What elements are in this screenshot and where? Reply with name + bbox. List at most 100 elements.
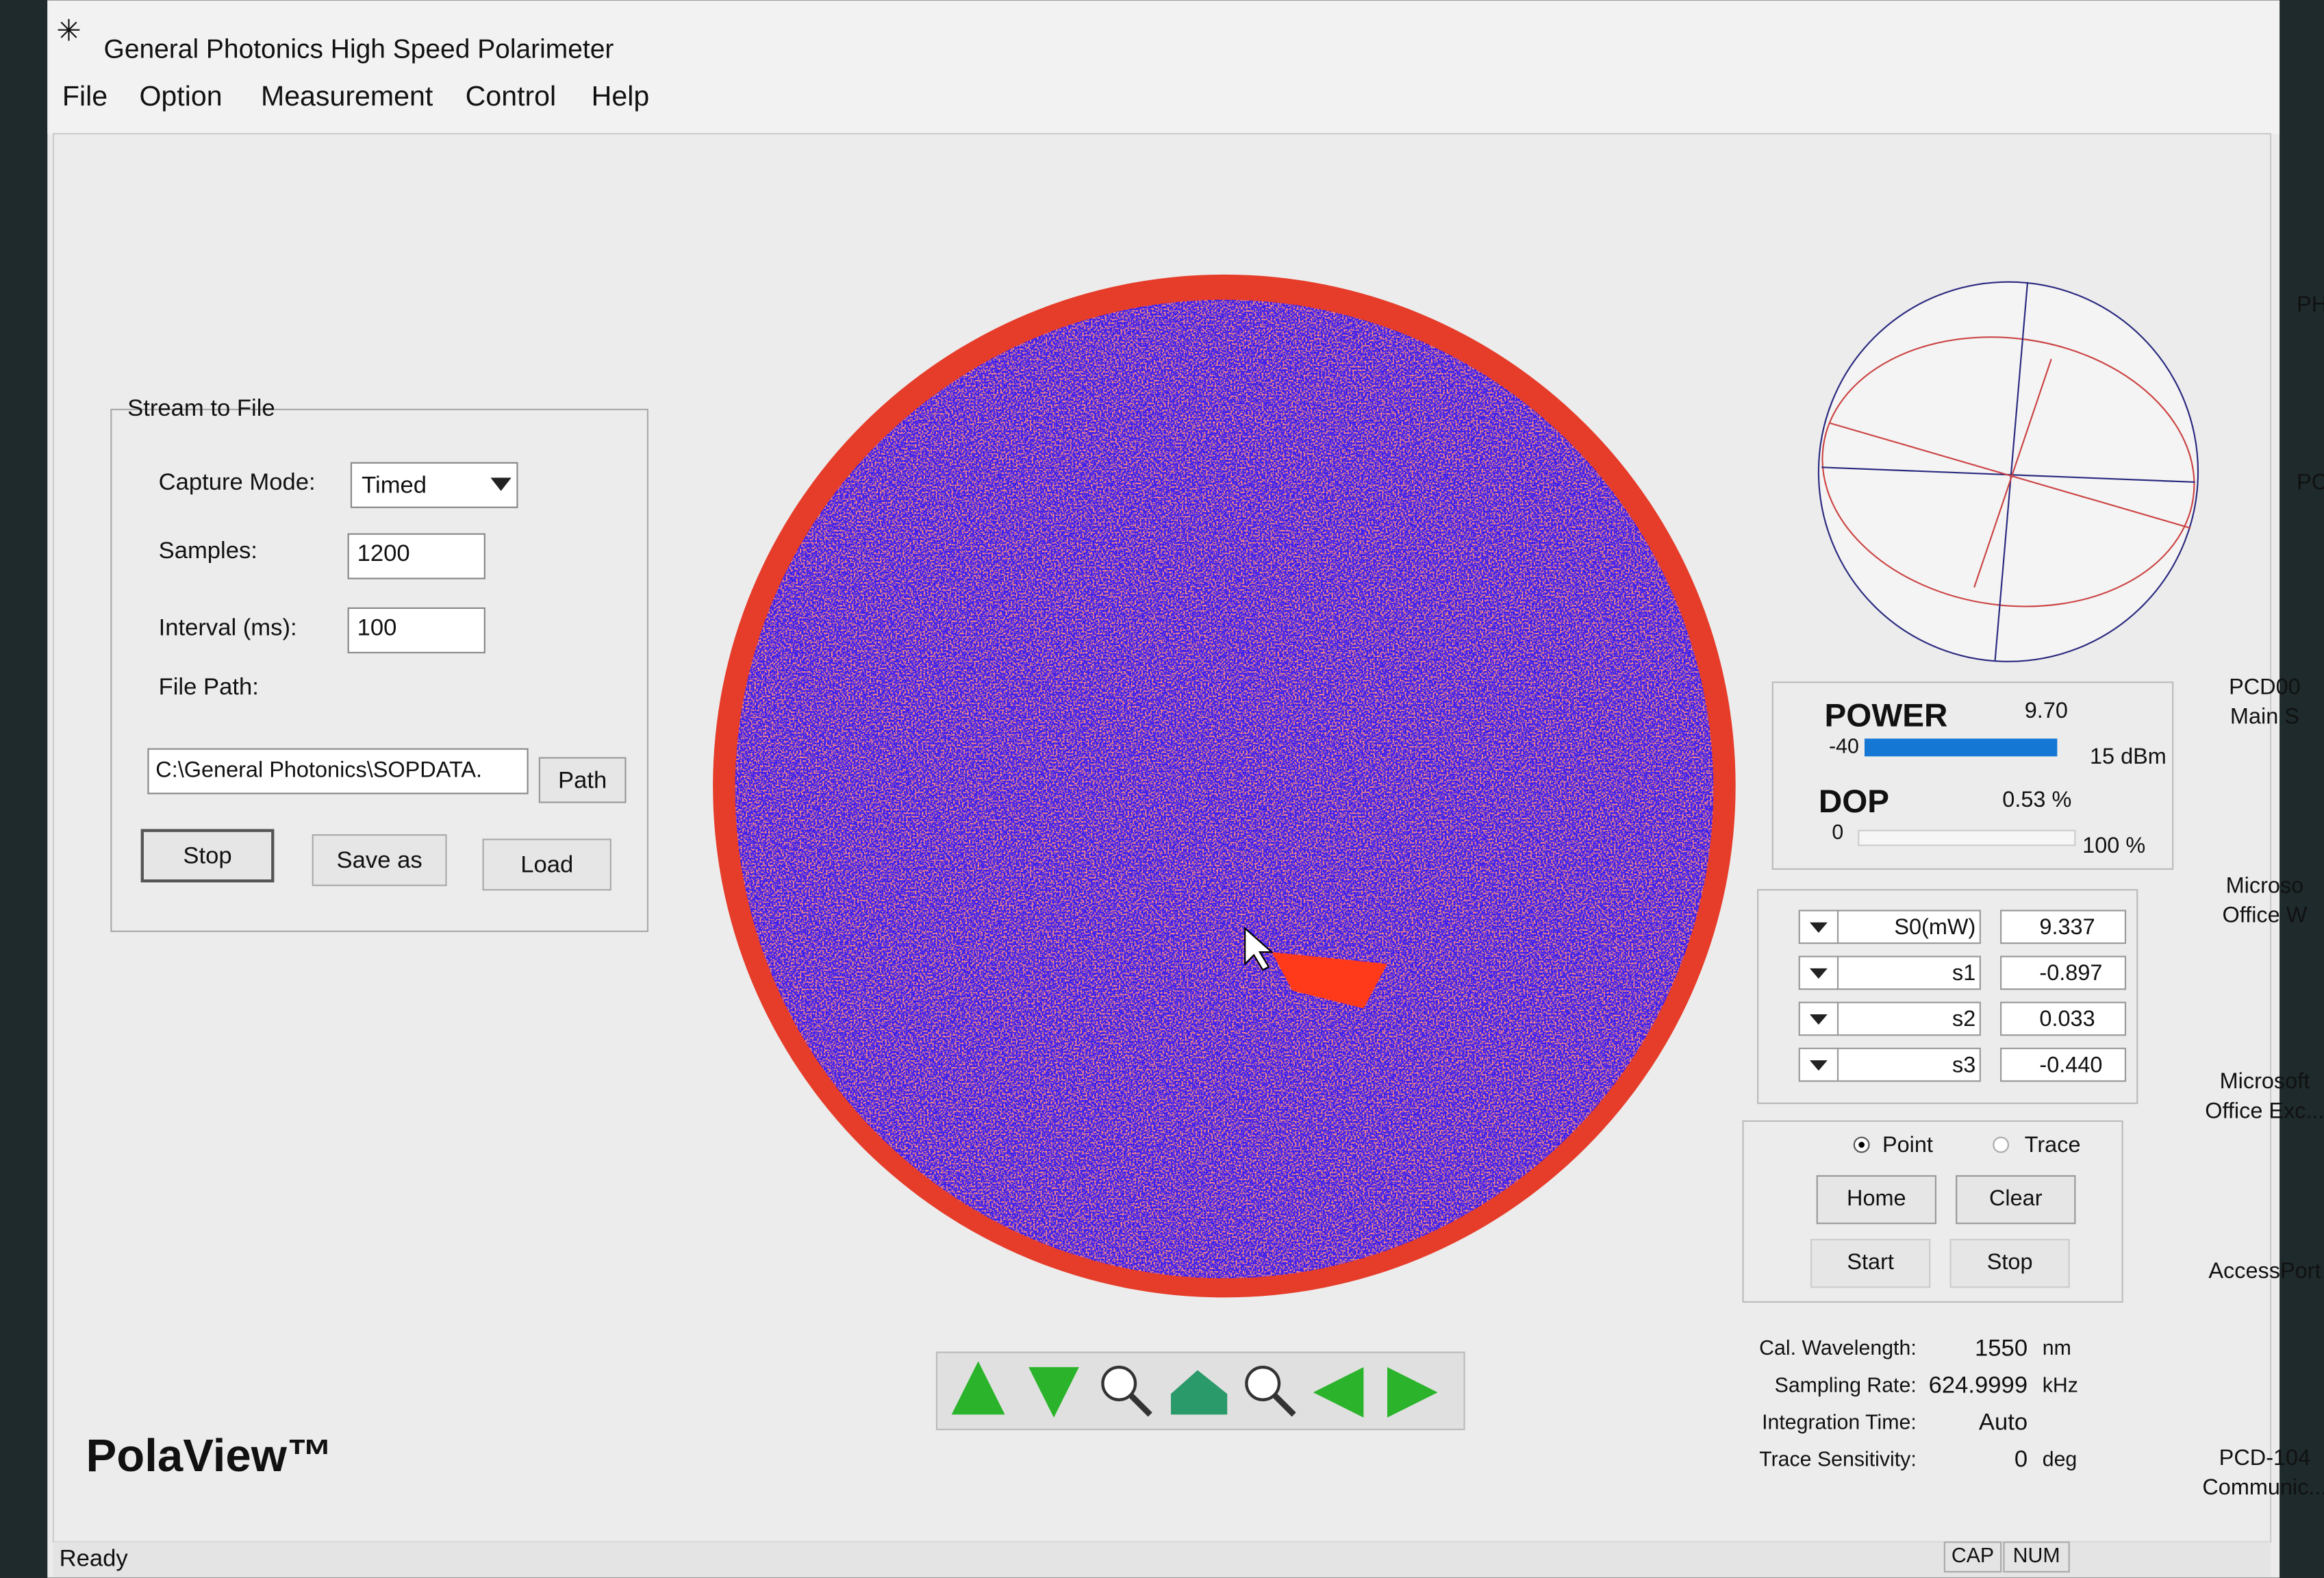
field-value[interactable]: C:\General Photonics\SOPDATA. (155, 757, 482, 782)
file-path-box[interactable] (147, 748, 529, 794)
radio-label[interactable]: Point (1882, 1132, 1933, 1157)
dropdown-arrow (1809, 922, 1828, 933)
power-label: POWER (1825, 698, 1948, 734)
button-label[interactable]: Stop (1987, 1249, 2033, 1274)
button-label[interactable]: Start (1847, 1249, 1894, 1274)
dropdown-arrow (490, 477, 511, 491)
load-button[interactable] (482, 838, 611, 891)
home-button[interactable] (1816, 1175, 1936, 1225)
desktop-icon-label[interactable]: AccessPort (2208, 1258, 2321, 1283)
interval-box[interactable] (347, 607, 485, 653)
mini-axis (1828, 422, 2191, 529)
stokes-name-box (1836, 1047, 1981, 1082)
down-button[interactable] (1028, 1367, 1079, 1418)
stokes-value: -0.897 (2039, 960, 2102, 985)
desktop-icon-label[interactable]: Office Exc... (2205, 1098, 2324, 1123)
zoom-out-handle (1272, 1393, 1296, 1417)
stokes-name-box (1836, 910, 1981, 944)
status-bar (53, 1542, 2271, 1578)
zoom-out[interactable] (1245, 1366, 1281, 1401)
desktop-icon-label[interactable]: PC (2297, 470, 2324, 494)
button-label[interactable]: Save as (337, 847, 422, 873)
trace-radio[interactable] (1993, 1136, 2010, 1153)
desktop-icon-label[interactable]: PH (2297, 292, 2324, 316)
stop-button[interactable] (140, 829, 275, 883)
power-group (1771, 681, 2174, 870)
app-icon: ✳ (56, 15, 81, 48)
title-bar (47, 0, 2280, 134)
button-label[interactable]: Home (1847, 1186, 1906, 1210)
field-value[interactable]: 1200 (357, 540, 410, 566)
status-indicator: CAP (1952, 1544, 1994, 1567)
info-value: 1550 (1975, 1335, 2028, 1361)
stokes-label: s1 (1952, 960, 1975, 985)
samples-box[interactable] (347, 533, 485, 579)
path-button[interactable] (538, 757, 627, 803)
button-label[interactable]: Stop (183, 843, 231, 869)
stokes-name-box (1836, 955, 1981, 990)
info-unit: deg (2043, 1449, 2077, 1471)
dropdown-arrow (1809, 1060, 1828, 1071)
mode-group (1742, 1120, 2123, 1303)
menu-item[interactable]: Control (466, 80, 557, 112)
up-button[interactable] (951, 1361, 1005, 1415)
power-value: 9.70 (2025, 698, 2068, 723)
right-button[interactable] (1387, 1367, 1438, 1418)
field-label: Capture Mode: (159, 469, 316, 495)
clear-button[interactable] (1956, 1175, 2076, 1225)
desktop-icon-label[interactable]: Microsoft (2220, 1068, 2310, 1093)
mini-axis (1973, 358, 2052, 588)
button-label[interactable]: Load (520, 852, 573, 878)
left-button[interactable] (1313, 1367, 1364, 1418)
save-button[interactable] (312, 834, 447, 886)
num-box (2003, 1541, 2070, 1573)
field-label: Samples: (159, 538, 257, 564)
desktop-icon-label[interactable]: Communic... (2202, 1475, 2324, 1499)
stokes-value-box (2000, 1047, 2127, 1082)
desktop-icon-label[interactable]: Main S (2230, 704, 2299, 729)
brand: PolaView™ (86, 1430, 333, 1481)
menu-item[interactable]: Option (139, 80, 222, 112)
menu-item[interactable]: Help (592, 80, 650, 112)
stokes-value: 0.033 (2039, 1006, 2095, 1031)
field-label: File Path: (159, 674, 259, 700)
info-unit: nm (2043, 1337, 2071, 1360)
scale-max: 100 % (2082, 833, 2145, 857)
window-title: General Photonics High Speed Polarimeter (104, 34, 614, 64)
status-text: Ready (60, 1546, 129, 1572)
menu-item[interactable]: File (62, 80, 108, 112)
cap-box (1943, 1541, 2002, 1573)
mini-equator (1821, 336, 2195, 608)
zoom-in-handle (1128, 1393, 1152, 1417)
desktop-icon-label[interactable]: PCD00 (2229, 674, 2301, 699)
dropdown-arrow (1809, 968, 1828, 979)
capture-mode-box[interactable] (350, 462, 518, 508)
dropdown-arrow (1809, 1014, 1828, 1025)
start-button[interactable] (1810, 1238, 1931, 1288)
stream-group (110, 408, 648, 932)
mini-sphere (1817, 281, 2199, 662)
button-label[interactable]: Path (558, 767, 607, 793)
desktop-icon-label[interactable]: Microso (2226, 873, 2304, 897)
desktop-icon-label[interactable]: PCD-104 (2219, 1445, 2310, 1470)
button-label[interactable]: Clear (1989, 1186, 2043, 1210)
desktop-icon-label[interactable]: Office W (2223, 903, 2308, 927)
dop-label: DOP (1819, 784, 1889, 820)
stokes-group (1757, 889, 2138, 1104)
status-indicator: NUM (2013, 1544, 2060, 1567)
field-value[interactable]: 100 (357, 614, 397, 640)
radio-label[interactable]: Trace (2025, 1132, 2081, 1157)
home-view[interactable] (1170, 1370, 1228, 1415)
field-value[interactable]: Timed (362, 473, 427, 499)
info-label: Cal. Wavelength: (1759, 1337, 1917, 1360)
zoom-in[interactable] (1101, 1366, 1137, 1401)
info-label: Sampling Rate: (1775, 1374, 1917, 1397)
trace-stop-button[interactable] (1949, 1238, 2070, 1288)
scale-min: 0 (1832, 821, 1843, 844)
menu-item[interactable]: Measurement (261, 80, 433, 112)
stokes-name-box (1836, 1001, 1981, 1036)
info-value: 624.9999 (1929, 1372, 2028, 1398)
info-value: 0 (2014, 1446, 2028, 1473)
stokes-label: s3 (1952, 1052, 1975, 1077)
